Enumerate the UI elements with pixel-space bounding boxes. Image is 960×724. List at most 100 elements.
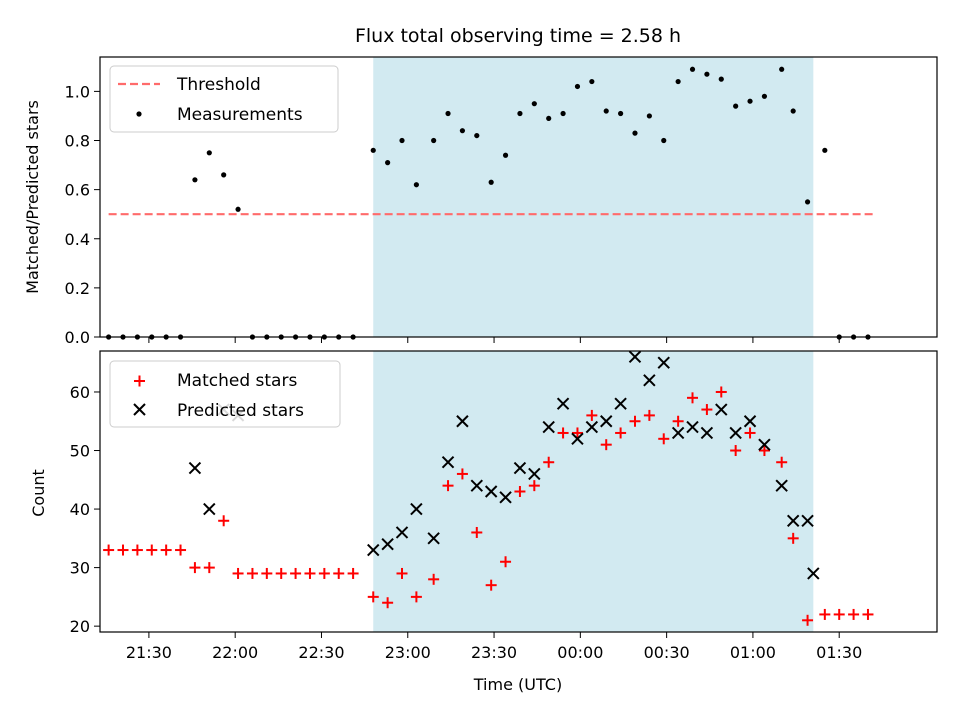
top-legend-box xyxy=(109,65,339,133)
measurement-point xyxy=(761,93,768,99)
matched-star-marker xyxy=(687,392,699,404)
matched-star-marker xyxy=(514,486,526,497)
measurement-point xyxy=(206,150,212,156)
matched-star-marker xyxy=(367,591,379,603)
matched-star-marker xyxy=(117,544,129,556)
matched-star-marker xyxy=(160,544,172,556)
measurement-point xyxy=(474,132,480,139)
matched-star-marker xyxy=(629,415,641,427)
matched-star-marker xyxy=(485,579,497,591)
measurement-point xyxy=(560,110,566,117)
legend-matched-swatch xyxy=(134,375,145,387)
bottom-axes-frame xyxy=(99,350,938,633)
matched-stars-points xyxy=(103,386,874,626)
top-x-ticks xyxy=(148,337,840,343)
bottom-x-tick-label: 00:00 xyxy=(557,643,603,662)
predicted-star-marker xyxy=(470,479,484,492)
matched-star-marker xyxy=(744,427,756,439)
measurement-point xyxy=(574,83,581,90)
matched-star-marker xyxy=(396,567,408,579)
measurement-point xyxy=(502,152,509,158)
matched-star-marker xyxy=(382,597,394,609)
matched-star-marker xyxy=(218,515,230,527)
predicted-star-marker xyxy=(427,532,440,545)
legend-measurements-swatch xyxy=(136,111,142,117)
matched-star-marker xyxy=(848,608,860,620)
predicted-star-marker xyxy=(484,485,498,498)
predicted-star-marker xyxy=(571,432,584,446)
matched-star-marker xyxy=(833,608,845,620)
matched-star-marker xyxy=(347,567,359,579)
measurement-points xyxy=(106,66,871,340)
measurement-point xyxy=(445,110,451,117)
bottom-x-tick-label: 21:30 xyxy=(126,643,172,662)
top-y-tick-label: 0.8 xyxy=(65,132,90,151)
predicted-star-marker xyxy=(743,415,757,428)
measurement-point xyxy=(632,130,638,136)
observing-window-shade-bottom xyxy=(373,351,814,632)
measurement-point xyxy=(790,108,796,114)
matched-star-marker xyxy=(787,532,799,544)
measurement-point xyxy=(235,206,241,212)
predicted-star-marker xyxy=(456,415,469,428)
legend-predicted-swatch xyxy=(133,403,146,416)
matched-star-marker xyxy=(290,567,302,579)
measurement-point xyxy=(675,78,681,85)
predicted-star-marker xyxy=(410,502,423,516)
x-axis-label: Time (UTC) xyxy=(473,675,562,694)
matched-star-marker xyxy=(586,409,598,421)
predicted-star-marker xyxy=(643,374,656,387)
predicted-star-marker xyxy=(801,514,814,527)
matched-star-marker xyxy=(428,573,440,585)
matched-star-marker xyxy=(776,456,788,468)
matched-star-marker xyxy=(758,445,770,457)
bottom-x-tick-label: 23:00 xyxy=(385,643,431,662)
predicted-star-marker xyxy=(729,426,742,440)
predicted-star-marker xyxy=(657,356,670,369)
legend-measurements-label: Measurements xyxy=(177,105,303,125)
measurement-point xyxy=(718,76,724,82)
measurement-point xyxy=(603,108,609,114)
bottom-y-axis-label: Count xyxy=(29,469,48,517)
matched-star-marker xyxy=(528,480,540,492)
measurement-point xyxy=(192,177,198,183)
legend-predicted-label: Predicted stars xyxy=(177,401,304,421)
top-y-axis-label: Matched/Predicted stars xyxy=(23,100,42,294)
bottom-y-tick-label: 60 xyxy=(70,383,90,402)
matched-star-marker xyxy=(802,614,814,626)
matched-star-marker xyxy=(261,567,273,579)
bottom-y-tick-label: 50 xyxy=(70,442,90,461)
observing-window-shade-top xyxy=(373,57,814,337)
measurement-point xyxy=(531,101,537,107)
matched-star-marker xyxy=(500,556,512,568)
predicted-star-marker xyxy=(556,397,570,410)
matched-star-marker xyxy=(571,427,583,439)
bottom-panel: 20 30 40 50 60 21:30 22:00 22:30 23:00 23:30 00:0… xyxy=(29,350,938,694)
bottom-y-tick-label: 30 xyxy=(70,559,90,578)
predicted-star-marker xyxy=(628,350,642,364)
measurement-point xyxy=(221,172,227,178)
measurement-point xyxy=(488,179,494,185)
measurement-point xyxy=(646,113,652,119)
measurement-point xyxy=(370,147,376,153)
legend-threshold-label: Threshold xyxy=(176,75,261,95)
measurement-point xyxy=(804,199,811,205)
matched-star-marker xyxy=(643,409,655,421)
predicted-star-marker xyxy=(441,456,455,469)
top-y-tick-label: 0.4 xyxy=(65,230,90,249)
bottom-x-tick-label: 22:30 xyxy=(298,643,344,662)
matched-star-marker xyxy=(456,468,468,480)
bottom-legend: Matched stars Predicted stars xyxy=(109,360,341,428)
predicted-star-marker xyxy=(381,537,394,551)
predicted-star-marker xyxy=(528,467,541,481)
top-axes-frame xyxy=(99,56,938,338)
measurement-point xyxy=(689,66,696,72)
matched-star-marker xyxy=(410,591,422,603)
measurement-point xyxy=(399,137,405,144)
matched-star-marker xyxy=(232,567,244,579)
predicted-star-marker xyxy=(367,543,380,557)
bottom-y-tick-label: 40 xyxy=(70,500,90,519)
predicted-star-marker xyxy=(614,397,627,410)
measurement-point xyxy=(822,147,828,153)
